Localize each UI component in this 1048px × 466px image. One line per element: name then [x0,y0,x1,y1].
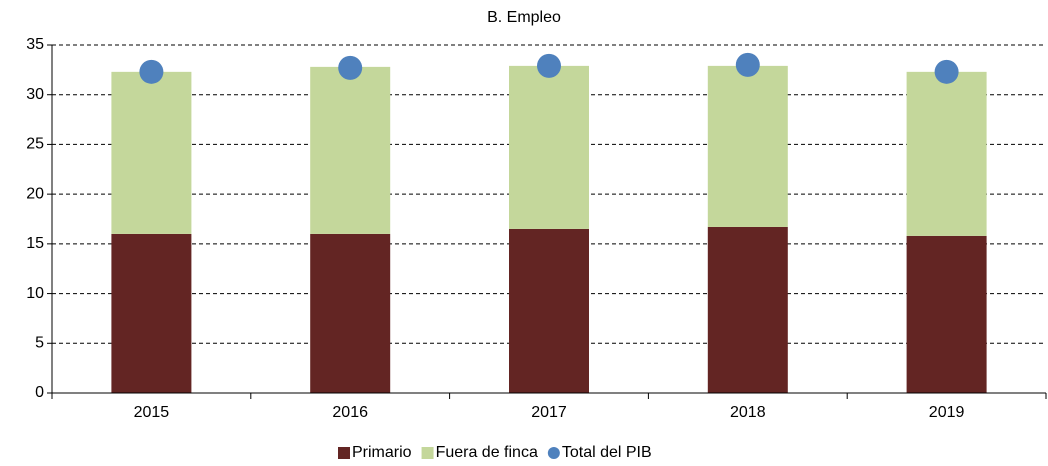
x-tick-label: 2015 [134,404,170,421]
legend-label: Primario [352,444,412,461]
y-tick-label: 30 [26,86,44,103]
bar-segment [509,228,589,393]
bar-segment [906,71,987,236]
legend-swatch [421,447,434,459]
y-tick-label: 15 [26,235,44,252]
bar-segment [310,233,391,393]
bar-segment [310,66,391,234]
bar-segment [111,71,192,234]
y-tick-label: 5 [35,335,44,352]
total-dot [537,53,561,78]
total-dot [338,55,363,80]
bar-segment [707,65,788,227]
legend-label: Total del PIB [562,444,652,461]
total-dot [139,59,164,84]
bar-segment [707,226,788,393]
legend-swatch [338,447,350,459]
y-tick-label: 35 [26,36,44,53]
x-tick-label: 2017 [531,404,567,421]
y-tick-label: 20 [26,185,44,202]
y-tick-label: 25 [26,136,44,153]
total-dot [735,52,760,77]
bar-segment [111,233,192,393]
bar-segment [906,235,987,393]
x-tick-label: 2018 [730,404,766,421]
total-dot [934,59,959,84]
y-tick-label: 0 [35,384,44,401]
y-tick-label: 10 [26,285,44,302]
legend-label: Fuera de finca [436,444,538,461]
x-tick-label: 2019 [929,404,965,421]
chart-title: B. Empleo [487,9,561,26]
legend-swatch [547,447,560,459]
bar-segment [509,65,589,229]
x-tick-label: 2016 [332,404,368,421]
